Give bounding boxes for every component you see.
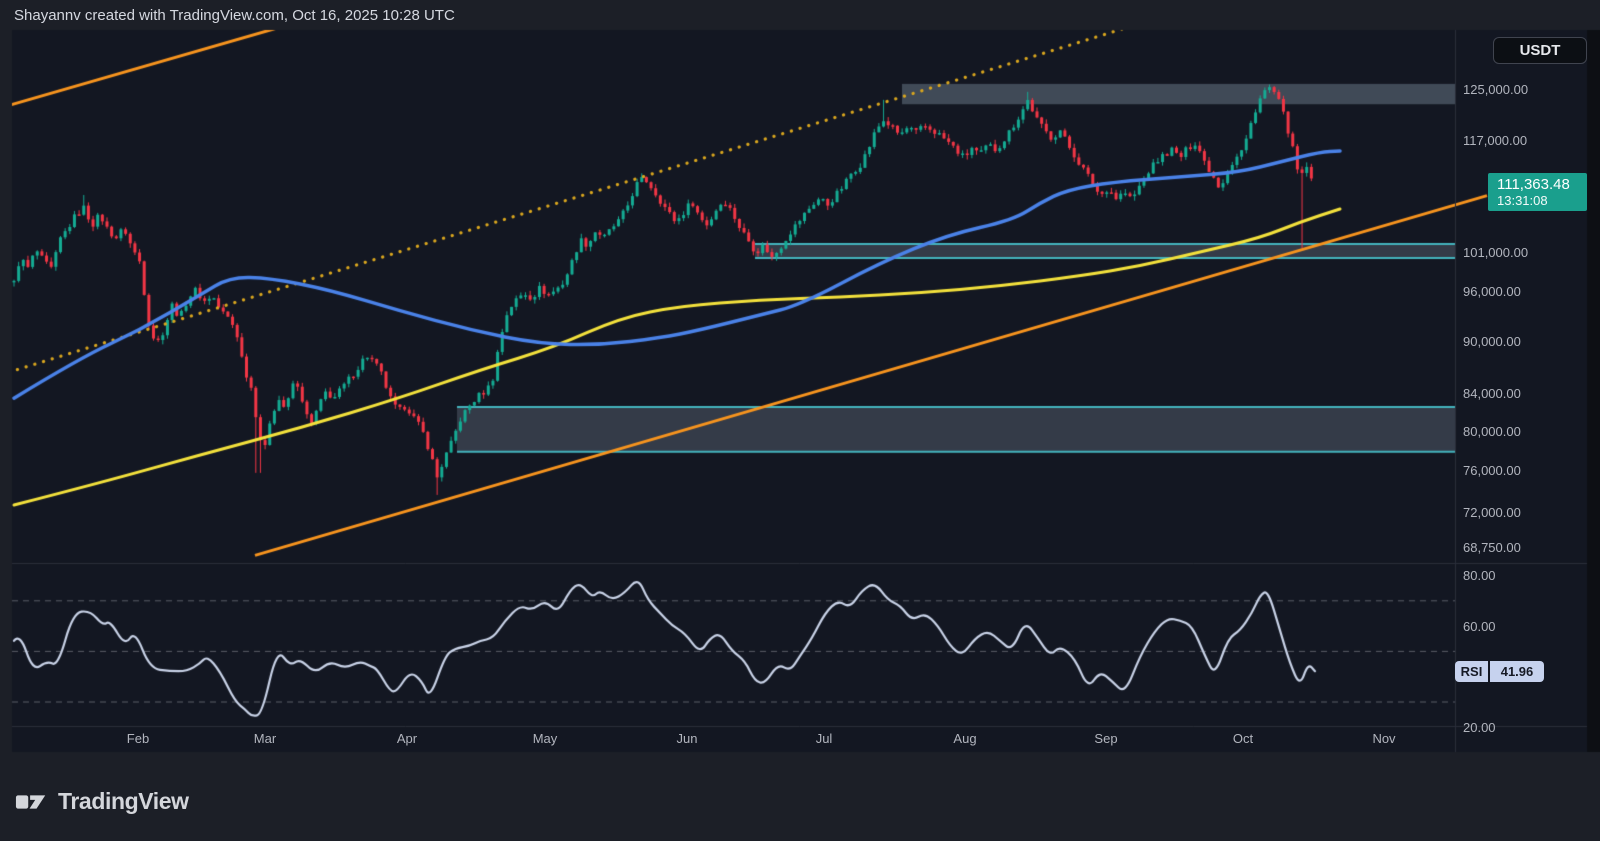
month-label: Sep — [1094, 731, 1118, 746]
month-label: May — [532, 731, 558, 746]
month-label: Apr — [396, 731, 418, 746]
month-label: Mar — [253, 731, 277, 746]
price-tick-label: 68,750.00 — [1463, 539, 1521, 555]
price-tick-label: 117,000.00 — [1463, 132, 1528, 148]
month-label: Oct — [1232, 731, 1254, 746]
price-tick-label: 76,000.00 — [1463, 463, 1521, 479]
month-label: Jul — [815, 731, 833, 746]
month-label: Nov — [1372, 731, 1396, 746]
month-label: Feb — [126, 731, 150, 746]
price-tick-label: 84,000.00 — [1463, 386, 1521, 402]
price-tick-label: 96,000.00 — [1463, 284, 1521, 300]
price-tick-label: 80,000.00 — [1463, 423, 1521, 439]
month-label: Jun — [676, 731, 698, 746]
month-label: Aug — [953, 731, 977, 746]
footer: TradingView — [15, 788, 189, 815]
price-tick-label: 101,000.00 — [1463, 245, 1529, 261]
rsi-value-badge: RSI 41.96 — [1455, 660, 1544, 682]
tradingview-wordmark: TradingView — [58, 788, 189, 814]
last-price-badge: 111,363.48 13:31:08 — [1488, 173, 1587, 212]
price-tick-label: 72,000.00 — [1463, 504, 1521, 520]
rsi-label: RSI — [1455, 660, 1488, 682]
price-tick-label: 125,000.00 — [1463, 82, 1529, 97]
rsi-value: 41.96 — [1490, 660, 1544, 682]
price-tick-label: 90,000.00 — [1463, 333, 1521, 349]
bar-countdown: 13:31:08 — [1497, 192, 1548, 208]
rsi-tick-label: 60.00 — [1463, 618, 1496, 634]
tradingview-logo-icon — [15, 794, 46, 809]
symbol-badge: USDT — [1493, 37, 1587, 64]
attribution-text: Shayannv created with TradingView.com, O… — [14, 7, 455, 24]
rsi-tick-label: 20.00 — [1463, 719, 1496, 735]
last-price-value: 111,363.48 — [1497, 176, 1570, 194]
rsi-tick-label: 80.00 — [1463, 568, 1496, 583]
